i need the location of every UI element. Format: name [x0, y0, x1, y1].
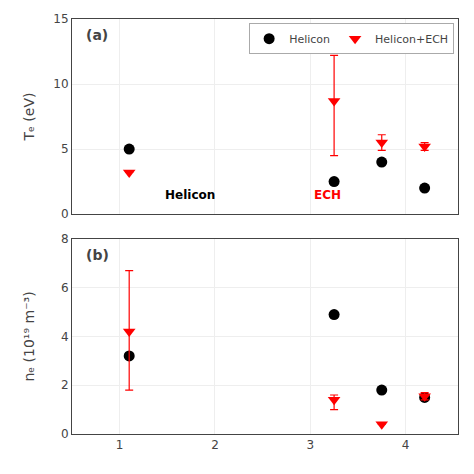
svg-text:2: 2: [61, 378, 69, 392]
svg-text:nₑ (10¹⁹ m⁻³): nₑ (10¹⁹ m⁻³): [21, 291, 37, 381]
svg-text:0: 0: [61, 207, 69, 221]
svg-text:8: 8: [61, 232, 69, 246]
svg-text:1: 1: [116, 438, 124, 452]
svg-text:(b): (b): [86, 247, 109, 263]
svg-text:(a): (a): [86, 27, 108, 43]
svg-text:Helicon: Helicon: [289, 33, 330, 46]
svg-text:6: 6: [61, 281, 69, 295]
svg-text:Tₑ (eV): Tₑ (eV): [21, 93, 37, 142]
svg-text:ECH: ECH: [314, 188, 341, 202]
svg-text:Helicon+ECH: Helicon+ECH: [375, 33, 448, 46]
svg-text:5: 5: [61, 142, 69, 156]
svg-text:3: 3: [306, 438, 314, 452]
svg-text:2: 2: [211, 438, 219, 452]
svg-text:4: 4: [61, 330, 69, 344]
svg-text:0: 0: [61, 427, 69, 441]
svg-text:4: 4: [402, 438, 410, 452]
svg-text:Helicon: Helicon: [165, 188, 215, 202]
svg-text:15: 15: [53, 12, 68, 26]
svg-text:10: 10: [53, 77, 68, 91]
